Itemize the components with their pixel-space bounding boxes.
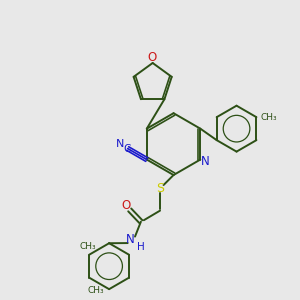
Text: S: S (156, 182, 164, 195)
Text: N: N (126, 233, 135, 246)
Text: N: N (201, 154, 210, 167)
Text: CH₃: CH₃ (88, 286, 104, 295)
Text: CH₃: CH₃ (260, 113, 277, 122)
Text: C: C (123, 143, 130, 154)
Text: N: N (116, 140, 125, 149)
Text: CH₃: CH₃ (80, 242, 96, 251)
Text: O: O (122, 199, 131, 212)
Text: H: H (137, 242, 145, 252)
Text: O: O (148, 51, 157, 64)
